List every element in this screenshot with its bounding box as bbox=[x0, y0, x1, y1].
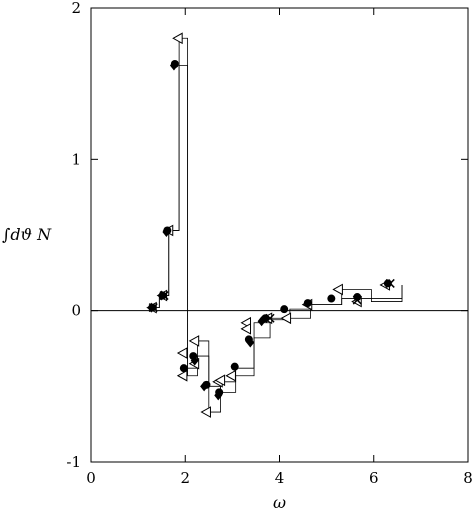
diamond-marker bbox=[157, 290, 166, 301]
circle-marker bbox=[230, 362, 239, 371]
triangle-marker bbox=[332, 283, 343, 296]
y-tick-label: 1 bbox=[71, 150, 81, 168]
tick-labels: 0 2 4 6 8 -1 0 1 2 bbox=[66, 0, 472, 487]
diamond-marker bbox=[257, 316, 266, 327]
circle-marker bbox=[327, 294, 336, 303]
cross-marker bbox=[352, 295, 362, 305]
diamond-marker bbox=[190, 355, 199, 366]
triangle-marker bbox=[188, 335, 200, 347]
x-tick-label: 6 bbox=[369, 469, 379, 487]
cross-marker bbox=[159, 291, 169, 301]
diamond-marker bbox=[246, 337, 255, 348]
data-markers bbox=[146, 32, 395, 418]
diamond-marker bbox=[169, 60, 178, 71]
diamond-marker bbox=[147, 302, 156, 313]
triangle-marker bbox=[172, 32, 183, 45]
plot-border bbox=[90, 7, 469, 463]
triangle-marker bbox=[225, 369, 236, 382]
diamond-marker bbox=[200, 381, 209, 392]
triangle-marker bbox=[176, 347, 188, 359]
cross-marker bbox=[385, 278, 395, 288]
x-tick-label: 4 bbox=[275, 469, 285, 487]
circle-marker bbox=[179, 364, 188, 373]
diamond-marker bbox=[162, 226, 171, 237]
y-axis-title: ∫dϑ N bbox=[2, 225, 52, 244]
triangle-marker bbox=[240, 322, 252, 335]
x-tick-label: 2 bbox=[180, 469, 190, 487]
circle-marker bbox=[280, 305, 289, 314]
x-tick-label: 0 bbox=[86, 469, 96, 487]
cross-marker bbox=[148, 303, 158, 313]
axis-ticks bbox=[90, 7, 469, 463]
circle-marker bbox=[383, 279, 392, 288]
diamond-marker bbox=[214, 390, 223, 401]
y-tick-label: 2 bbox=[71, 0, 81, 17]
x-tick-label: 8 bbox=[463, 469, 473, 487]
triangle-marker bbox=[280, 312, 292, 325]
triangle-marker bbox=[214, 374, 226, 387]
triangle-marker bbox=[200, 406, 211, 418]
x-axis-title: ω bbox=[273, 493, 286, 512]
triangle-marker bbox=[176, 369, 188, 382]
histogram-line bbox=[149, 65, 403, 393]
plot-frame bbox=[90, 7, 469, 463]
circle-marker bbox=[303, 299, 312, 308]
y-tick-label: 0 bbox=[71, 302, 81, 320]
y-tick-label: -1 bbox=[66, 453, 81, 471]
cross-marker bbox=[265, 313, 275, 323]
